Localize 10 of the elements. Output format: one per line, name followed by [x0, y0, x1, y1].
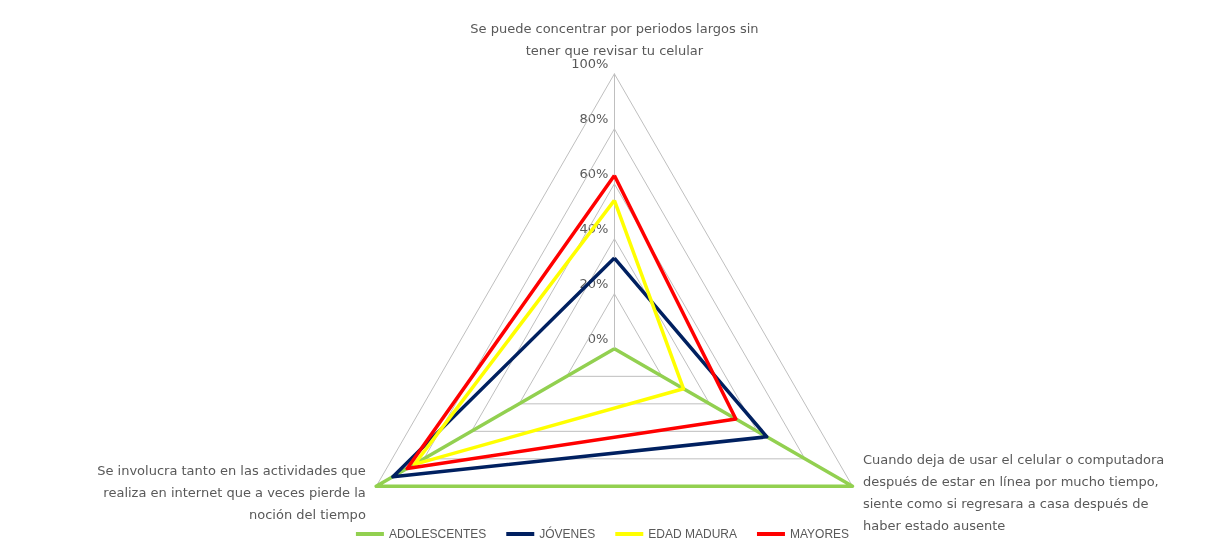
legend-label: MAYORES [789, 527, 850, 541]
y-tick-label: 0% [587, 331, 609, 347]
spoke-label: Se involucra tanto en las actividades que realiza en internet que a veces pierde la noción del tiempo [97, 462, 366, 522]
spoke-label: Se puede concentrar por periodos largos sin tener que revisar tu celular [470, 21, 759, 59]
spoke-label: Cuando deja de usar el celular o computadora después de estar en línea por mucho tiempo, siente como si regresara a casa después de haber estado ausente [862, 451, 1165, 533]
legend-label: EDAD MADURA [648, 527, 737, 541]
y-tick-label: 60% [579, 166, 609, 182]
legend-label: ADOLESCENTES [388, 527, 487, 541]
legend-label: JÓVENES [539, 526, 596, 541]
y-tick-label: 80% [579, 111, 609, 127]
